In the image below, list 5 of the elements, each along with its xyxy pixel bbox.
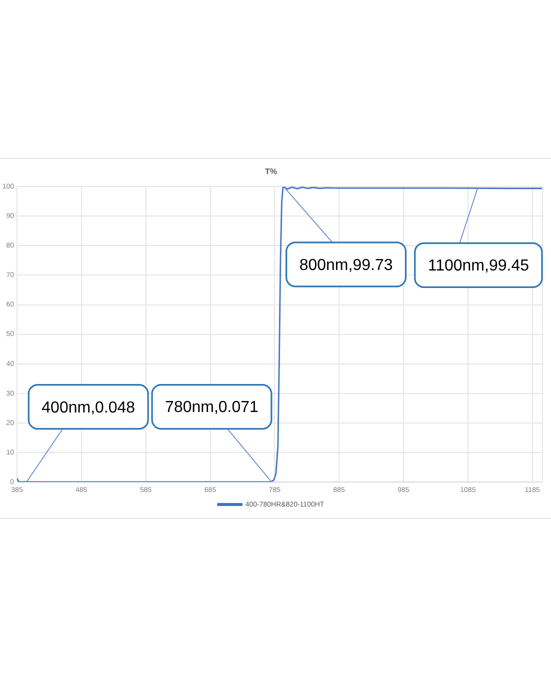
chart-title: T% bbox=[265, 167, 277, 176]
annotation: 780nm,0.071 bbox=[165, 399, 259, 416]
annotation: 400nm,0.048 bbox=[42, 399, 136, 416]
annotation: 1100nm,99.45 bbox=[428, 258, 530, 275]
annotation: 800nm,99.73 bbox=[299, 256, 393, 274]
